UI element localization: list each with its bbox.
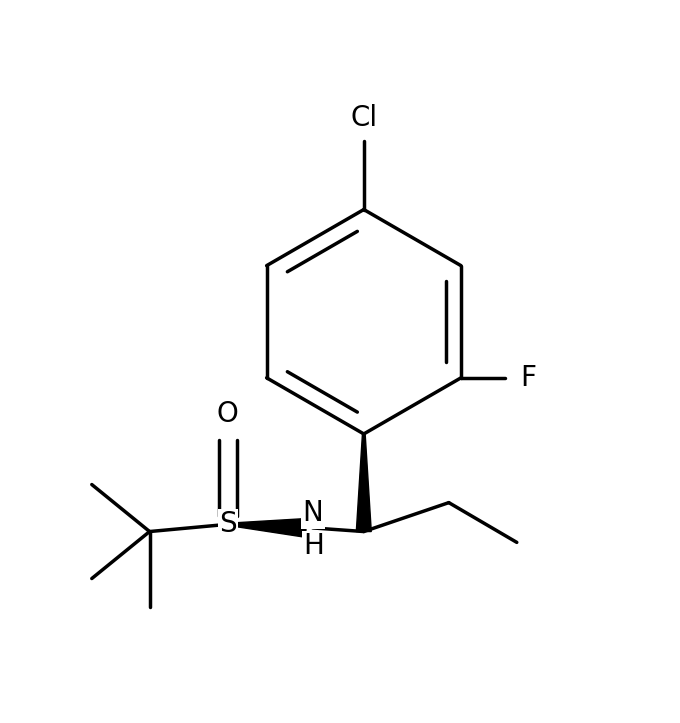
Text: H: H bbox=[304, 532, 324, 560]
Text: N: N bbox=[303, 500, 323, 528]
Polygon shape bbox=[356, 434, 371, 531]
Text: Cl: Cl bbox=[350, 103, 377, 132]
Text: O: O bbox=[217, 400, 239, 428]
Text: S: S bbox=[219, 510, 237, 539]
Polygon shape bbox=[228, 518, 307, 537]
Text: F: F bbox=[520, 364, 536, 392]
